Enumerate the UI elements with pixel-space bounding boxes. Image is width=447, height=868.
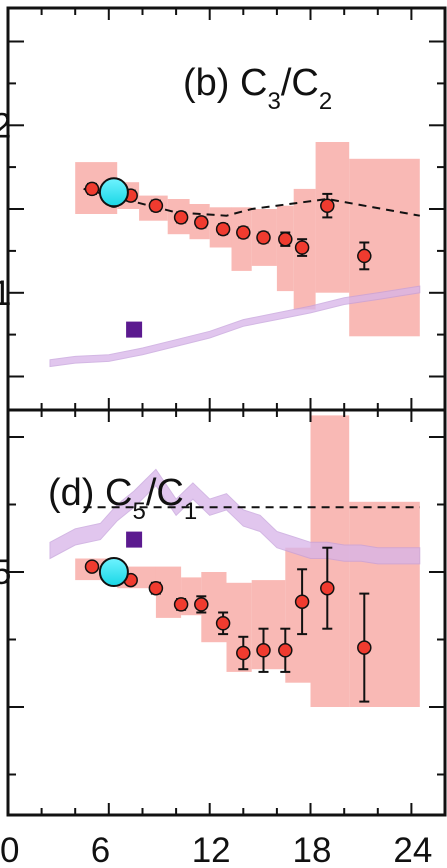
data-point-7 [236, 225, 251, 240]
purple-square-marker [126, 321, 143, 338]
data-point-10 [294, 594, 310, 609]
panel-title-sub2: 1 [184, 498, 197, 525]
panel-title-sub1: 5 [132, 498, 145, 525]
panel-title-sub1: 3 [267, 88, 280, 115]
red-band-9 [349, 501, 420, 707]
red-band-7 [285, 547, 311, 683]
panel-title-slash: /C [146, 472, 184, 514]
data-point-11 [320, 198, 335, 213]
x-tick-label-12: 12 [192, 831, 231, 868]
y-tick-label-0: 5 [0, 553, 11, 592]
x-tick-label-0: 0 [0, 831, 19, 868]
panel-title-prefix: (d) C [48, 472, 132, 514]
data-point-7 [236, 645, 251, 661]
panel-d: 5(d) C5/C10 6 12 18 24 [0, 408, 447, 868]
data-point-9 [278, 643, 293, 658]
purple-band [49, 468, 421, 565]
data-point-6 [215, 616, 231, 631]
x-tick-label-6: 6 [91, 831, 110, 868]
x-tick-label-18: 18 [293, 831, 332, 868]
panel-title: (d) C5/C1 [48, 472, 197, 525]
panel-b: 21(b) C3/C2 [0, 6, 447, 412]
data-point-10 [294, 240, 310, 255]
panel-title-prefix: (b) C [183, 62, 267, 104]
purple-band [49, 285, 421, 368]
red-band-11 [349, 158, 420, 337]
data-point-0 [84, 181, 100, 197]
data-point-4 [173, 597, 189, 612]
data-point-12 [357, 248, 372, 264]
data-point-9 [278, 231, 293, 247]
data-point-0 [84, 559, 100, 574]
data-point-3 [148, 198, 164, 213]
panel-title-sub2: 2 [319, 88, 332, 115]
panel-title-slash: /C [281, 62, 319, 104]
data-point-3 [148, 580, 164, 596]
y-tick-label-1: 1 [0, 274, 11, 313]
panel-title: (b) C3/C2 [183, 62, 332, 115]
dashed-line [83, 187, 420, 217]
data-point-11 [320, 580, 335, 596]
data-point-5 [194, 597, 209, 612]
red-band-10 [315, 142, 350, 293]
data-point-5 [194, 215, 209, 230]
data-point-8 [256, 230, 271, 245]
cyan-marker [98, 557, 129, 587]
data-point-12 [357, 640, 372, 655]
data-point-6 [215, 221, 231, 237]
data-point-8 [256, 643, 271, 658]
y-tick-label-0: 2 [0, 106, 11, 145]
cyan-marker [98, 177, 129, 208]
x-tick-label-24: 24 [393, 831, 432, 868]
red-band-6 [251, 580, 286, 670]
red-band-8 [276, 205, 294, 292]
purple-square-marker [126, 531, 143, 548]
data-point-4 [173, 210, 189, 225]
